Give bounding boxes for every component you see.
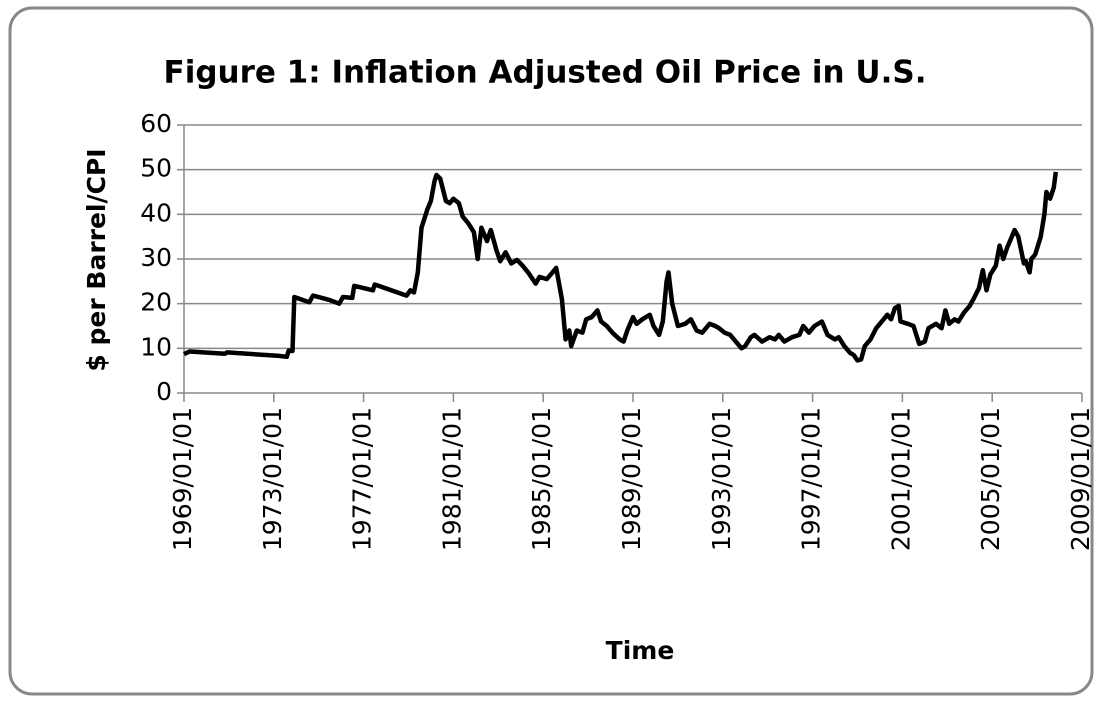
y-tick-label: 60 [140, 109, 172, 138]
y-tick-label: 30 [140, 243, 172, 272]
y-tick-label: 10 [140, 332, 172, 361]
x-tick-label: 1989/01/01 [617, 407, 646, 551]
y-tick-label: 0 [156, 377, 172, 406]
y-tick-label: 20 [140, 288, 172, 317]
x-tick-label: 1977/01/01 [348, 407, 377, 551]
chart-frame [8, 6, 1094, 696]
x-tick-label: 1969/01/01 [168, 407, 197, 551]
x-tick-label: 2009/01/01 [1066, 407, 1095, 551]
chart-title: Figure 1: Inflation Adjusted Oil Price i… [164, 55, 927, 91]
x-tick-label: 1973/01/01 [258, 407, 287, 551]
x-tick-label: 1981/01/01 [437, 407, 466, 551]
y-axis-label: $ per Barrel/CPI [82, 148, 111, 371]
x-tick-label: 1993/01/01 [707, 407, 736, 551]
y-tick-label: 50 [140, 154, 172, 183]
y-tick-label: 40 [140, 198, 172, 227]
x-tick-label: 2005/01/01 [976, 407, 1005, 551]
x-tick-label: 2001/01/01 [886, 407, 915, 551]
x-tick-label: 1997/01/01 [797, 407, 826, 551]
x-axis-label: Time [606, 636, 675, 665]
x-tick-label: 1985/01/01 [527, 407, 556, 551]
data-line [183, 171, 1059, 363]
